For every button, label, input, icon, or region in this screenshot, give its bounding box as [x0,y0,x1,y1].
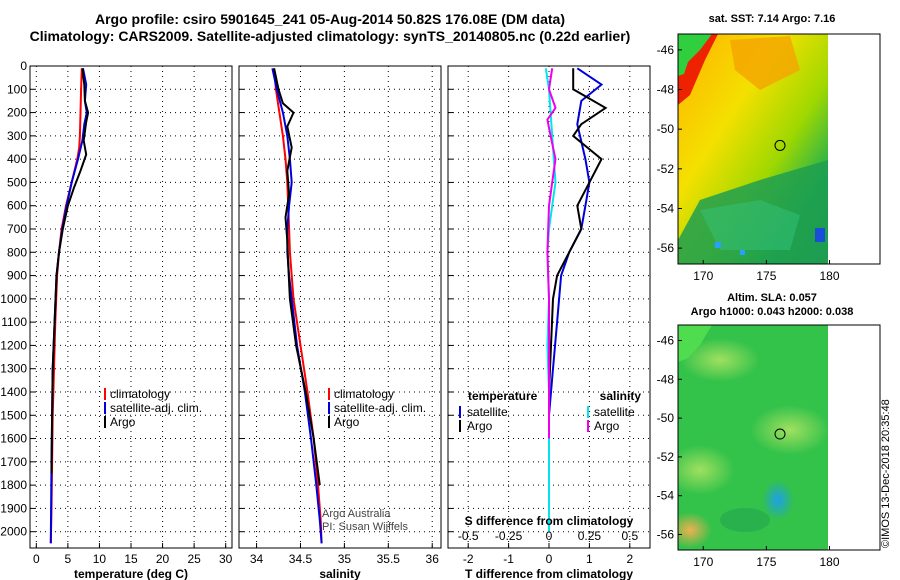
sla-ytick-label-0: -46 [657,334,675,348]
ytick-label-19: 1900 [0,501,27,515]
sla-xtick-label-0: 170 [693,555,713,569]
top-xtick-label-3: 0.25 [578,529,602,543]
sst-xtick-label-2: 180 [819,269,839,283]
ytick-label-6: 600 [7,199,27,213]
sst-map [678,34,828,264]
sla-map-frame [677,324,881,551]
xtick-label-0-5: 25 [187,552,201,566]
xtick-label-2-3: 1 [586,552,593,566]
legend-label-ds-1: Argo [594,419,620,433]
legend-label-dt-1: Argo [467,419,493,433]
legend-label-s-1: satellite-adj. clim. [334,401,426,415]
legend-title-temperature: temperature [468,389,538,403]
sst-ytick-label-4: -54 [657,201,675,215]
sst-xtick-label-0: 170 [693,269,713,283]
chart-title-line2: Climatology: CARS2009. Satellite-adjuste… [29,28,631,44]
top-xtick-label-0: -0.5 [458,529,479,543]
legend-label-t-1: satellite-adj. clim. [110,401,202,415]
sst-map-frame [677,33,881,265]
series-line-1-1 [271,68,323,544]
sla-ytick-label-2: -50 [657,411,675,425]
ytick-label-10: 1000 [0,292,27,306]
ytick-label-20: 2000 [0,525,27,539]
legend-label-dt-0: satellite [467,405,508,419]
legend-label-t-0: climatology [110,387,170,401]
ytick-label-11: 1100 [1,315,27,329]
xtick-label-2-4: 2 [626,552,633,566]
ytick-label-9: 900 [7,269,27,283]
xlabel-2: T difference from climatology [465,567,633,580]
xtick-label-2-1: -1 [503,552,514,566]
sst-map-title: sat. SST: 7.14 Argo: 7.16 [708,13,836,25]
panel-frame-1 [238,65,442,549]
sst-ytick-label-2: -50 [657,122,675,136]
xtick-label-0-2: 10 [93,552,107,566]
series-line-0-2 [50,68,90,474]
ytick-label-16: 1600 [0,432,27,446]
xtick-label-0-1: 5 [65,552,72,566]
ytick-label-4: 400 [7,152,27,166]
sst-ytick-label-0: -46 [657,43,675,57]
sla-ytick-label-5: -56 [657,527,675,541]
sst-ytick-label-1: -48 [657,83,675,97]
legend-label-s-0: climatology [334,387,394,401]
xtick-label-0-6: 30 [219,552,233,566]
sla-map-nodata [828,325,880,550]
ytick-label-5: 500 [7,175,27,189]
ytick-label-8: 800 [7,245,27,259]
xtick-label-1-3: 35.5 [377,552,401,566]
ytick-label-17: 1700 [0,455,27,469]
sla-argo-position-marker [774,428,786,440]
xtick-label-0-3: 15 [124,552,138,566]
credit-line1: Argo Australia [322,508,391,520]
sla-xtick-label-1: 175 [756,555,776,569]
ytick-label-14: 1400 [0,385,27,399]
sst-map-nodata [828,34,880,264]
xtick-label-0-0: 0 [33,552,40,566]
top-axis-label: S difference from climatology [465,514,634,528]
ytick-label-18: 1800 [0,478,27,492]
sst-ytick-label-5: -56 [657,241,675,255]
top-xtick-label-2: 0 [546,529,553,543]
sla-ytick-label-1: -48 [657,372,675,386]
ytick-label-12: 1200 [0,338,27,352]
series-line-1-2 [273,68,321,486]
xtick-label-0-4: 20 [156,552,170,566]
xlabel-0: temperature (deg C) [74,567,188,580]
series-line-2-1 [548,68,608,462]
top-xtick-label-4: 0.5 [621,529,638,543]
xtick-label-1-2: 35 [338,552,352,566]
series-line-2-3 [546,68,557,439]
sst-xtick-label-1: 175 [756,269,776,283]
ytick-label-3: 300 [7,129,27,143]
ytick-label-7: 700 [7,222,27,236]
sla-map [678,325,828,550]
top-xtick-label-1: -0.25 [495,529,523,543]
sla-xtick-label-2: 180 [819,555,839,569]
xtick-label-1-1: 34.5 [289,552,313,566]
ytick-label-15: 1500 [0,408,27,422]
xtick-label-1-4: 36 [426,552,440,566]
xtick-label-2-0: -2 [463,552,474,566]
ytick-label-13: 1300 [0,362,27,376]
xlabel-1: salinity [319,567,361,580]
legend-title-salinity: salinity [600,389,642,403]
sst-argo-position-marker [774,139,786,151]
sla-ytick-label-3: -52 [657,450,675,464]
ytick-label-2: 200 [7,106,27,120]
credit-line2: PI: Susan Wijffels [322,521,408,533]
chart-title-line1: Argo profile: csiro 5901645_241 05-Aug-2… [95,11,565,27]
ytick-label-0: 0 [20,59,27,73]
sla-map-title: Altim. SLA: 0.057 [727,292,817,304]
xtick-label-1-0: 34 [250,552,264,566]
sst-ytick-label-3: -52 [657,162,675,176]
ytick-label-1: 100 [7,82,27,96]
sla-map-subtitle: Argo h1000: 0.043 h2000: 0.038 [690,306,854,318]
legend-label-t-2: Argo [110,415,136,429]
sla-ytick-label-4: -54 [657,489,675,503]
legend-label-ds-0: satellite [594,405,635,419]
legend-label-s-2: Argo [334,415,360,429]
xtick-label-2-2: 0 [546,552,553,566]
